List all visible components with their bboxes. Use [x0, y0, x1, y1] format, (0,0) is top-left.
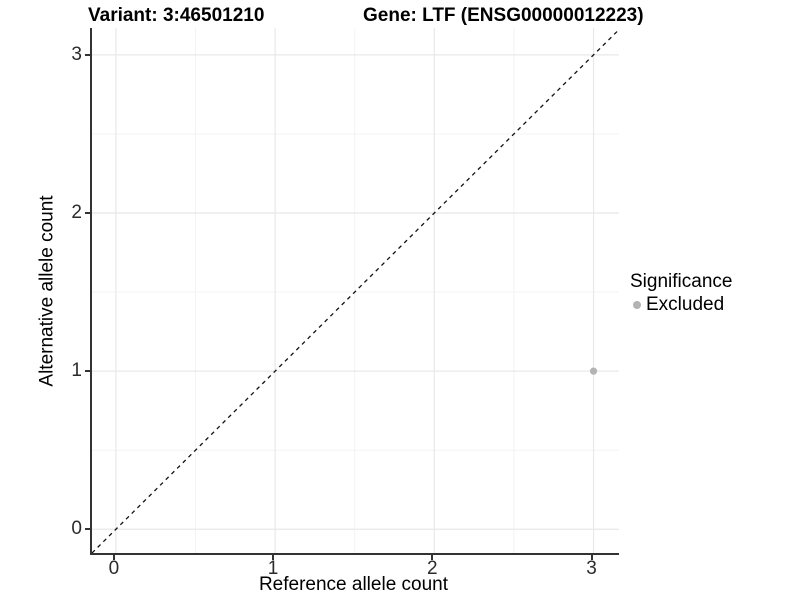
plot-panel — [90, 28, 619, 555]
plot-title-variant: Variant: 3:46501210 — [88, 5, 265, 26]
x-tick-label: 1 — [267, 558, 279, 579]
y-tick-label: 1 — [71, 360, 82, 382]
x-tick-mark — [431, 555, 434, 560]
legend-item-excluded: Excluded — [630, 294, 732, 316]
x-tick-mark — [272, 555, 275, 560]
x-axis-title: Reference allele count — [258, 574, 449, 595]
y-tick-mark — [85, 53, 90, 56]
x-tick-mark — [590, 555, 593, 560]
x-tick-mark — [112, 555, 115, 560]
y-tick-mark — [85, 528, 90, 531]
x-tick-label: 0 — [108, 558, 120, 579]
legend-circle-marker-icon — [633, 301, 641, 309]
plot-canvas — [92, 28, 619, 553]
legend: Significance Excluded — [630, 271, 732, 316]
data-point — [589, 367, 598, 375]
y-axis-title: Alternative allele count — [36, 195, 58, 387]
identity-dashed-line — [92, 28, 619, 553]
legend-item-label: Excluded — [646, 294, 725, 315]
legend-title: Significance — [630, 271, 733, 292]
plot-title-gene: Gene: LTF (ENSG00000012223) — [363, 5, 644, 26]
y-tick-label: 3 — [71, 43, 82, 65]
y-tick-label: 0 — [71, 518, 82, 540]
x-tick-label: 2 — [427, 558, 438, 579]
y-tick-mark — [85, 212, 90, 214]
x-tick-label: 3 — [586, 558, 597, 579]
y-tick-mark — [85, 370, 90, 373]
y-tick-label: 2 — [71, 202, 82, 223]
